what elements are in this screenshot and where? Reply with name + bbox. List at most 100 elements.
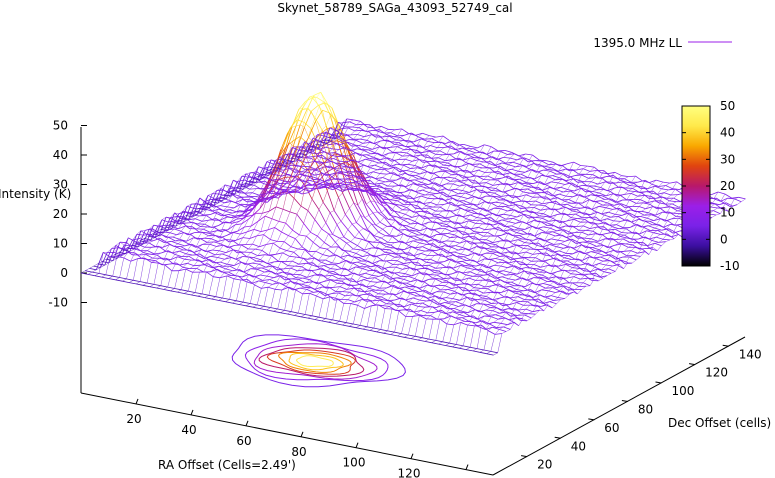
surface-segment [185, 268, 193, 273]
surface-segment [464, 227, 472, 230]
surface-segment [236, 204, 242, 213]
surface-segment [176, 246, 184, 251]
surface-segment [208, 276, 214, 296]
surface-segment [620, 203, 629, 207]
surface-segment [210, 230, 217, 233]
surface-segment [297, 269, 305, 272]
surface-segment [190, 212, 198, 215]
surface-segment [534, 289, 542, 294]
surface-segment [285, 222, 293, 231]
surface-segment [408, 334, 416, 337]
surface-segment [535, 273, 543, 276]
surface-segment [236, 217, 244, 220]
surface-segment [492, 297, 501, 301]
surface-segment [231, 215, 236, 218]
surface-segment [510, 272, 518, 275]
surface-segment [230, 190, 235, 194]
surface-segment [434, 238, 443, 243]
surface-segment [376, 331, 384, 334]
surface-segment [358, 257, 366, 261]
surface-segment [295, 107, 304, 127]
surface-segment [278, 146, 287, 158]
surface-segment [141, 254, 147, 259]
surface-segment [306, 175, 311, 177]
surface-segment [132, 234, 138, 241]
surface-segment [135, 283, 143, 286]
surface-segment [278, 209, 284, 222]
surface-segment [202, 258, 207, 262]
surface-segment [175, 220, 181, 225]
surface-segment [674, 207, 682, 210]
surface-segment [261, 198, 266, 200]
surface-segment [302, 96, 311, 109]
surface-segment [153, 224, 158, 227]
surface-segment [328, 174, 336, 180]
surface-segment [475, 166, 483, 169]
surface-segment [198, 228, 204, 233]
surface-segment [392, 163, 397, 168]
surface-segment [334, 264, 343, 270]
surface-segment [250, 196, 258, 201]
surface-segment [466, 283, 475, 289]
surface-segment [388, 166, 393, 170]
surface-segment [527, 289, 535, 294]
surface-segment [229, 299, 237, 302]
surface-segment [374, 235, 382, 239]
surface-segment [553, 186, 561, 189]
surface-segment [336, 224, 345, 238]
surface-segment [372, 299, 380, 302]
surface-segment [542, 187, 550, 191]
surface-segment [567, 260, 575, 265]
surface-segment [300, 124, 305, 128]
surface-segment [282, 208, 291, 213]
surface-segment [419, 169, 425, 175]
surface-segment [344, 184, 353, 189]
surface-segment [496, 326, 504, 329]
surface-segment [274, 288, 282, 291]
surface-segment [469, 232, 477, 235]
dec-tick-label: 20 [537, 458, 552, 472]
surface-segment [208, 249, 213, 252]
surface-segment [259, 198, 267, 210]
surface-segment [240, 184, 248, 186]
surface-segment [569, 208, 577, 210]
surface-segment [321, 320, 329, 323]
surface-segment [367, 149, 376, 154]
surface-segment [542, 244, 550, 248]
surface-segment [481, 254, 489, 260]
surface-segment [411, 231, 419, 236]
surface-segment [562, 221, 570, 228]
surface-segment [217, 253, 223, 258]
surface-segment [337, 140, 343, 157]
surface-segment [325, 127, 331, 133]
surface-segment [509, 229, 517, 234]
surface-segment [248, 178, 254, 182]
surface-segment [491, 316, 499, 320]
surface-segment [479, 182, 487, 184]
surface-segment [632, 232, 640, 235]
surface-segment [114, 247, 119, 253]
surface-segment [428, 207, 436, 212]
surface-segment [428, 164, 433, 167]
surface-segment [344, 143, 349, 160]
surface-segment [442, 191, 451, 197]
surface-segment [387, 128, 395, 131]
surface-segment [411, 157, 417, 162]
surface-segment [388, 152, 394, 154]
surface-segment [724, 193, 733, 199]
surface-segment [535, 216, 543, 219]
surface-segment [255, 276, 263, 281]
surface-segment [377, 134, 386, 142]
surface-segment [674, 188, 683, 195]
surface-segment [306, 128, 312, 143]
surface-segment [453, 308, 462, 312]
surface-segment [168, 236, 176, 242]
surface-segment [459, 314, 467, 318]
surface-segment [382, 173, 388, 178]
surface-segment [101, 274, 106, 278]
surface-segment [385, 274, 393, 279]
surface-segment [651, 196, 659, 203]
surface-segment [287, 164, 292, 168]
surface-segment [204, 237, 212, 240]
surface-segment [226, 216, 232, 218]
